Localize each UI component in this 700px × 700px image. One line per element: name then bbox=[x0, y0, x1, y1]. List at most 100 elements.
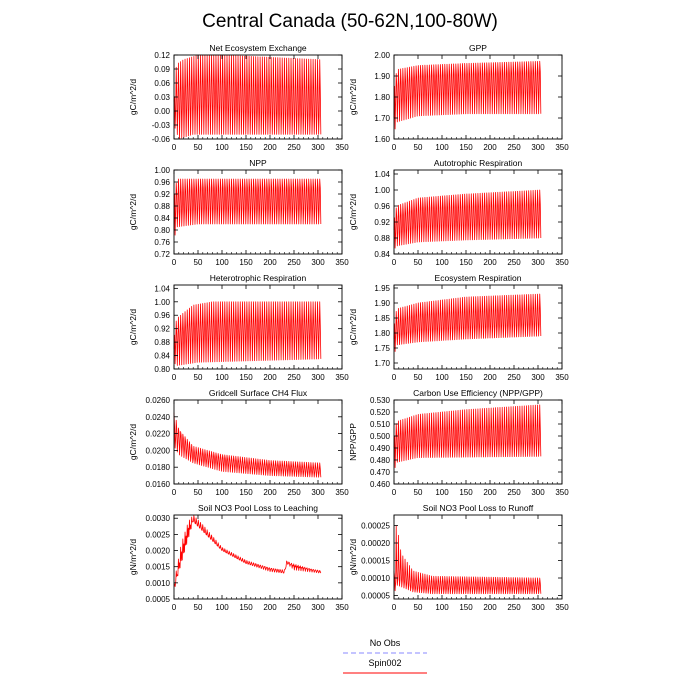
legend-label: Spin002 bbox=[368, 658, 401, 668]
y-tick-label: 0.0020 bbox=[146, 547, 171, 556]
x-tick-label: 350 bbox=[555, 603, 569, 612]
y-tick-label: 0.84 bbox=[374, 250, 390, 259]
x-tick-label: 50 bbox=[414, 603, 423, 612]
x-tick-label: 100 bbox=[435, 258, 449, 267]
x-tick-label: 350 bbox=[335, 488, 349, 497]
y-tick-label: 0.00 bbox=[154, 107, 170, 116]
x-tick-label: 250 bbox=[287, 143, 301, 152]
y-tick-label: 0.00020 bbox=[361, 539, 390, 548]
y-tick-label: 1.85 bbox=[374, 314, 390, 323]
x-tick-label: 300 bbox=[531, 373, 545, 382]
y-axis-label: gC/m^2/d bbox=[348, 309, 358, 345]
x-tick-label: 100 bbox=[215, 603, 229, 612]
x-tick-label: 250 bbox=[507, 373, 521, 382]
series-line bbox=[173, 515, 322, 587]
y-axis-label: gC/m^2/d bbox=[128, 424, 138, 460]
x-tick-label: 50 bbox=[414, 258, 423, 267]
x-tick-label: 300 bbox=[311, 488, 325, 497]
y-tick-label: 0.0220 bbox=[146, 430, 171, 439]
y-tick-label: 1.04 bbox=[154, 284, 170, 293]
x-tick-label: 300 bbox=[311, 258, 325, 267]
x-tick-label: 50 bbox=[194, 373, 203, 382]
y-tick-label: 0.96 bbox=[374, 202, 390, 211]
series-line bbox=[393, 189, 542, 249]
x-tick-label: 350 bbox=[335, 143, 349, 152]
x-tick-label: 150 bbox=[459, 143, 473, 152]
x-tick-label: 150 bbox=[239, 258, 253, 267]
y-tick-label: 0.0260 bbox=[146, 396, 171, 405]
y-tick-label: 0.88 bbox=[374, 234, 390, 243]
y-tick-label: 0.510 bbox=[370, 420, 391, 429]
series-line bbox=[173, 412, 322, 478]
x-tick-label: 0 bbox=[172, 603, 177, 612]
y-tick-label: 0.03 bbox=[154, 93, 170, 102]
y-tick-label: 0.0010 bbox=[146, 579, 171, 588]
x-tick-label: 200 bbox=[483, 488, 497, 497]
y-tick-label: 1.80 bbox=[374, 93, 390, 102]
y-tick-label: 0.0025 bbox=[146, 530, 171, 539]
chart-panel: Gridcell Surface CH4 Flux gC/m^2/d 0 50 100 1… bbox=[128, 388, 349, 497]
x-tick-label: 250 bbox=[507, 488, 521, 497]
plot-frame bbox=[173, 169, 343, 255]
chart-panel: Heterotrophic Respiration gC/m^2/d 0 50 100 1… bbox=[128, 273, 349, 382]
y-tick-label: 1.90 bbox=[374, 72, 390, 81]
panel-title: GPP bbox=[469, 43, 487, 53]
y-tick-label: 1.00 bbox=[154, 166, 170, 175]
x-tick-label: 350 bbox=[555, 143, 569, 152]
y-tick-label: 1.00 bbox=[374, 186, 390, 195]
x-tick-label: 0 bbox=[392, 143, 397, 152]
plot-frame bbox=[173, 514, 343, 600]
x-tick-label: 50 bbox=[194, 603, 203, 612]
series-line bbox=[393, 404, 542, 468]
y-tick-label: 0.480 bbox=[370, 456, 391, 465]
y-tick-label: 0.09 bbox=[154, 65, 170, 74]
y-tick-label: 1.70 bbox=[374, 114, 390, 123]
x-tick-label: 350 bbox=[555, 373, 569, 382]
x-tick-label: 50 bbox=[414, 488, 423, 497]
x-tick-label: 150 bbox=[239, 488, 253, 497]
panel-title: Soil NO3 Pool Loss to Leaching bbox=[198, 503, 318, 513]
x-tick-label: 0 bbox=[172, 143, 177, 152]
x-tick-label: 100 bbox=[215, 143, 229, 152]
panel-title: Net Ecosystem Exchange bbox=[209, 43, 307, 53]
legend: No Obs Spin002 bbox=[343, 638, 427, 674]
y-tick-label: 1.75 bbox=[374, 344, 390, 353]
x-tick-label: 150 bbox=[459, 373, 473, 382]
x-tick-label: 100 bbox=[215, 373, 229, 382]
x-tick-label: 300 bbox=[531, 143, 545, 152]
y-tick-label: 0.96 bbox=[154, 178, 170, 187]
x-tick-label: 150 bbox=[459, 488, 473, 497]
legend-label: No Obs bbox=[370, 638, 401, 648]
chart-panel: Soil NO3 Pool Loss to Leaching gN/m^2/d 0 5… bbox=[128, 503, 349, 612]
x-tick-label: 350 bbox=[335, 373, 349, 382]
panels-area: Net Ecosystem Exchange gC/m^2/d 0 50 100 150 2… bbox=[128, 43, 569, 612]
panel-title: Autotrophic Respiration bbox=[434, 158, 523, 168]
y-tick-label: 0.0180 bbox=[146, 463, 171, 472]
y-axis-label: NPP/GPP bbox=[348, 423, 358, 461]
y-tick-label: 1.80 bbox=[374, 329, 390, 338]
y-tick-label: 0.470 bbox=[370, 468, 391, 477]
y-tick-label: 1.00 bbox=[154, 298, 170, 307]
y-tick-label: 1.60 bbox=[374, 135, 390, 144]
x-tick-label: 200 bbox=[483, 603, 497, 612]
y-tick-label: 0.0005 bbox=[146, 595, 171, 604]
x-tick-label: 200 bbox=[263, 373, 277, 382]
x-tick-label: 300 bbox=[311, 603, 325, 612]
y-tick-label: 0.0240 bbox=[146, 413, 171, 422]
y-tick-label: 0.92 bbox=[154, 325, 170, 334]
x-tick-label: 150 bbox=[459, 603, 473, 612]
x-tick-label: 350 bbox=[335, 603, 349, 612]
x-tick-label: 100 bbox=[215, 488, 229, 497]
plot-frame bbox=[393, 284, 563, 370]
figure-title: Central Canada (50-62N,100-80W) bbox=[202, 11, 498, 32]
x-tick-label: 250 bbox=[507, 603, 521, 612]
series-line bbox=[173, 301, 322, 366]
y-axis-label: gC/m^2/d bbox=[128, 309, 138, 345]
x-tick-label: 350 bbox=[335, 258, 349, 267]
x-tick-label: 150 bbox=[239, 373, 253, 382]
x-tick-label: 0 bbox=[392, 373, 397, 382]
x-tick-label: 0 bbox=[392, 488, 397, 497]
panel-title: NPP bbox=[249, 158, 267, 168]
chart-panel: Soil NO3 Pool Loss to Runoff gN/m^2/d 0 50 1… bbox=[348, 503, 569, 612]
panel-title: Ecosystem Respiration bbox=[435, 273, 522, 283]
